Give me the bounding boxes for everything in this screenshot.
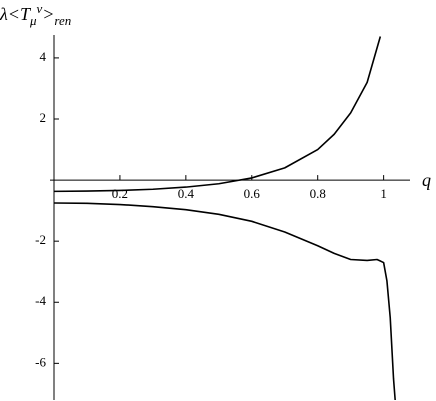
y-axis-label-part: > (42, 4, 54, 24)
y-tick-label: -2 (35, 232, 46, 247)
y-axis-label-part: ren (54, 13, 71, 28)
curve (53, 36, 382, 193)
x-tick-label: 0.4 (178, 186, 195, 201)
y-axis-label-part: ν (36, 1, 42, 16)
x-tick-label: 0.2 (112, 186, 128, 201)
x-tick-label: 0.8 (310, 186, 326, 201)
curve (53, 202, 396, 401)
y-tick-label: -4 (35, 293, 46, 308)
y-tick-label: -6 (35, 354, 46, 369)
y-tick-label: 4 (40, 49, 47, 64)
y-axis-label: λ<Tμν>ren (0, 1, 71, 28)
x-tick-label: 0.6 (244, 186, 261, 201)
y-tick-label: 2 (40, 110, 47, 125)
x-axis-label: q (422, 170, 431, 190)
y-axis-label-part: λ<T (0, 4, 32, 24)
y-axis-label-part: μ (29, 13, 37, 28)
x-tick-label: 1 (380, 186, 387, 201)
